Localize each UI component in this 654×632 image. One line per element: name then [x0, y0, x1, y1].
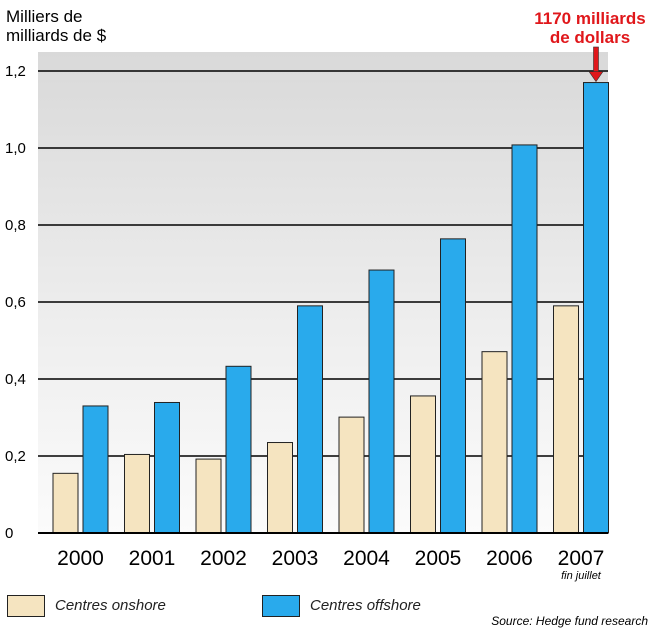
callout-arrow-shaft	[593, 46, 599, 73]
bar-offshore-2001	[154, 401, 180, 534]
y-tick-label: 0,6	[5, 294, 26, 311]
source-note: Source: Hedge fund research	[491, 614, 648, 628]
y-tick-label: 1,0	[5, 140, 26, 157]
bar-onshore-2002	[195, 458, 222, 534]
y-axis-title-line: Milliers de	[6, 7, 83, 26]
y-axis-title-line: milliards de $	[6, 26, 107, 45]
y-axis-title: Milliers de milliards de $	[6, 7, 106, 45]
bar-offshore-2002	[225, 365, 252, 534]
bar-offshore-2007	[583, 82, 609, 534]
bar-onshore-2003	[267, 442, 293, 534]
bar-onshore-2004	[338, 416, 365, 534]
bar-offshore-2004	[368, 269, 395, 534]
x-tick-label: 2006	[486, 547, 533, 570]
legend-swatch-onshore	[7, 595, 45, 617]
bar-onshore-2005	[410, 395, 436, 534]
y-tick-label: 0	[5, 525, 13, 542]
bar-onshore-2006	[481, 351, 508, 534]
callout-line: 1170 milliards	[534, 9, 646, 28]
y-tick-label: 1,2	[5, 63, 26, 80]
bar-onshore-2007	[553, 305, 579, 534]
bar-offshore-2000	[82, 405, 109, 534]
x-tick-label: 2004	[343, 547, 390, 570]
x-tick-label: 2007	[558, 547, 605, 570]
bar-offshore-2005	[440, 238, 466, 534]
x-tick-label: 2002	[200, 547, 247, 570]
total-callout: 1170 milliards de dollars	[512, 9, 654, 47]
legend-label-onshore: Centres onshore	[55, 597, 166, 614]
legend-swatch-offshore	[262, 595, 300, 617]
x-tick-label: 2005	[415, 547, 462, 570]
bar-onshore-2000	[52, 472, 79, 534]
y-tick-label: 0,4	[5, 371, 26, 388]
callout-arrow-head	[588, 71, 604, 83]
bar-offshore-2006	[511, 144, 538, 534]
x-tick-label: 2000	[57, 547, 104, 570]
x-tick-note: fin juillet	[561, 570, 602, 582]
y-tick-label: 0,8	[5, 217, 26, 234]
legend-label-offshore: Centres offshore	[310, 597, 421, 614]
callout-line: de dollars	[549, 28, 631, 47]
x-tick-label: 2001	[129, 547, 176, 570]
bar-offshore-2003	[297, 305, 323, 534]
bar-onshore-2001	[124, 453, 150, 534]
x-tick-label: 2003	[272, 547, 319, 570]
y-tick-label: 0,2	[5, 448, 26, 465]
